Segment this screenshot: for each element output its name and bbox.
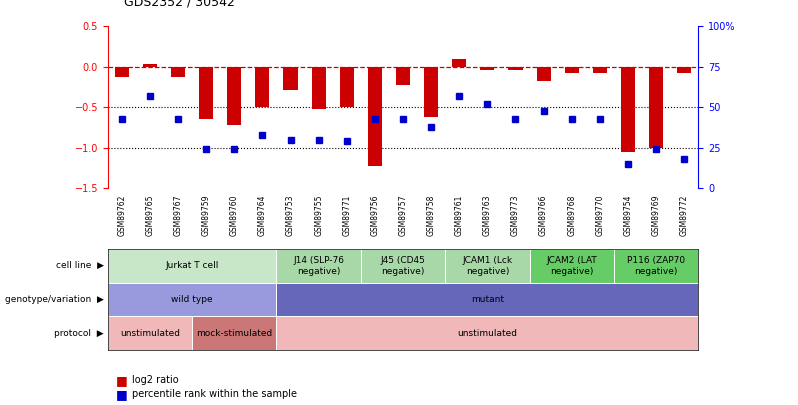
Text: P116 (ZAP70
negative): P116 (ZAP70 negative) [627,256,685,275]
Bar [276,283,698,316]
Bar [396,67,410,85]
Text: genotype/variation  ▶: genotype/variation ▶ [5,295,104,304]
Bar [452,59,466,67]
Bar [536,67,551,81]
Text: GDS2352 / 30542: GDS2352 / 30542 [124,0,235,8]
Text: J14 (SLP-76
negative): J14 (SLP-76 negative) [293,256,344,275]
Bar [108,283,276,316]
Text: log2 ratio: log2 ratio [132,375,178,385]
Text: JCAM1 (Lck
negative): JCAM1 (Lck negative) [462,256,512,275]
Bar [530,249,614,283]
Bar [340,67,354,107]
Bar [614,249,698,283]
Text: unstimulated: unstimulated [457,328,517,338]
Text: protocol  ▶: protocol ▶ [54,328,104,338]
Bar [565,67,579,73]
Bar [200,67,213,119]
Text: mock-stimulated: mock-stimulated [196,328,272,338]
Bar [480,67,495,70]
Bar [621,67,635,152]
Bar [276,316,698,350]
Bar [143,64,157,67]
Bar [311,67,326,109]
Bar [424,67,438,117]
Bar [368,67,382,166]
Bar [361,249,445,283]
Bar [108,249,276,283]
Text: cell line  ▶: cell line ▶ [56,261,104,271]
Bar [227,67,241,125]
Bar [508,67,523,70]
Bar [678,67,691,73]
Bar [593,67,606,73]
Bar [115,67,128,77]
Bar [445,249,530,283]
Bar [192,316,276,350]
Bar [255,67,270,107]
Bar [171,67,185,77]
Text: J45 (CD45
negative): J45 (CD45 negative) [381,256,425,275]
Text: JCAM2 (LAT
negative): JCAM2 (LAT negative) [547,256,597,275]
Text: ■: ■ [116,388,128,401]
Bar [108,316,192,350]
Bar [276,249,361,283]
Text: mutant: mutant [471,295,504,304]
Text: unstimulated: unstimulated [120,328,180,338]
Bar [649,67,663,148]
Text: Jurkat T cell: Jurkat T cell [165,261,219,271]
Text: wild type: wild type [172,295,213,304]
Bar [283,67,298,90]
Text: percentile rank within the sample: percentile rank within the sample [132,390,297,399]
Text: ■: ■ [116,374,128,387]
